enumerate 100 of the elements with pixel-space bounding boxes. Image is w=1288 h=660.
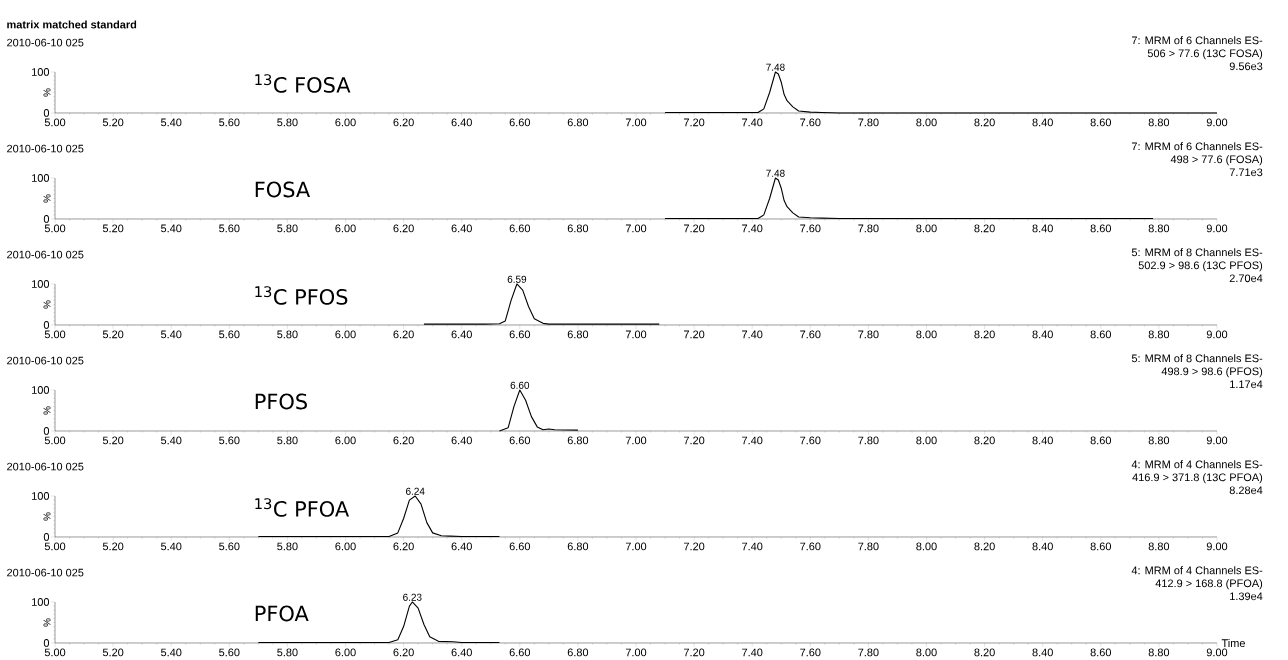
x-tick-label: 6.80 (567, 118, 589, 127)
annotation: 6.60 (510, 381, 530, 389)
text: 502.9 > 98.6 (13C PFOS) (1138, 261, 1263, 272)
x-tick-label: 5.20 (102, 436, 124, 445)
y-tick-label: 100 (32, 174, 50, 182)
chart-subtitle: 2010-06-10 025 (7, 250, 84, 259)
x-tick-label: 5.00 (44, 118, 66, 127)
x-tick-label: 6.20 (393, 542, 414, 551)
x-tick-label: 7.80 (858, 436, 879, 445)
x-tick-label: 5.20 (102, 648, 124, 657)
x-tick-label: 7.00 (625, 436, 647, 445)
y-tick-label: 0 (43, 109, 50, 117)
text: 5: MRM of 8 Channels ES- (1131, 248, 1263, 257)
x-tick-label: 8.00 (916, 224, 937, 233)
y-axis-title: % (43, 300, 51, 309)
text: 4: MRM of 4 Channels ES- (1131, 460, 1263, 469)
text: 7.71e3 (1229, 168, 1263, 177)
x-tick-label: 6.60 (509, 118, 531, 127)
x-tick-label: 7.60 (800, 648, 821, 657)
x-tick-label: 6.40 (451, 224, 472, 233)
x-tick-label: 8.60 (1090, 224, 1112, 233)
annotation: $^{13}$C FOSA (255, 74, 351, 93)
x-tick-label: 8.40 (1032, 648, 1053, 657)
x-tick-label: 8.80 (1148, 542, 1170, 551)
x-tick-label: 7.60 (800, 542, 821, 551)
x-tick-label: 6.40 (451, 118, 472, 127)
x-tick-label: 5.40 (160, 330, 182, 339)
x-tick-label: 5.60 (219, 118, 240, 127)
x-tick-label: 7.40 (742, 330, 763, 339)
x-tick-label: 8.20 (974, 436, 995, 445)
x-tick-label: 8.60 (1090, 330, 1112, 339)
x-tick-label: 5.00 (44, 542, 66, 551)
x-tick-label: 6.20 (393, 648, 414, 657)
text: 7: MRM of 6 Channels ES- (1131, 142, 1263, 151)
x-tick-label: 7.20 (683, 118, 705, 127)
x-tick-label: 5.40 (160, 542, 182, 551)
chart-subtitle: 2010-06-10 025 (7, 568, 84, 577)
annotation: 6.24 (406, 487, 425, 495)
x-tick-label: 7.00 (625, 118, 647, 127)
x-tick-label: 8.80 (1148, 118, 1170, 127)
x-tick-label: 6.00 (335, 436, 356, 445)
annotation: PFOA (255, 605, 309, 622)
x-tick-label: 6.20 (393, 330, 414, 339)
x-tick-label: 8.40 (1032, 542, 1053, 551)
x-tick-label: 7.40 (742, 224, 763, 233)
x-tick-label: 6.80 (567, 648, 589, 657)
x-tick-label: 8.20 (974, 542, 995, 551)
text: 8.28e4 (1229, 486, 1263, 495)
annotation: $^{13}$C PFOA (255, 498, 350, 517)
y-axis-title: % (43, 194, 51, 203)
annotation: 6.59 (507, 275, 527, 283)
y-tick-label: 100 (32, 68, 50, 76)
x-tick-label: 8.20 (974, 224, 995, 233)
x-tick-label: 6.00 (335, 118, 356, 127)
x-tick-label: 6.60 (509, 224, 531, 233)
x-tick-label: 5.20 (102, 224, 124, 233)
text: 2.70e4 (1229, 274, 1263, 283)
x-tick-label: 9.00 (1206, 224, 1228, 233)
x-tick-label: 6.00 (335, 648, 356, 657)
y-tick-label: 100 (32, 386, 50, 394)
annotation: 7.48 (766, 169, 785, 177)
annotation: 7.48 (766, 63, 785, 71)
x-tick-label: 7.80 (858, 118, 879, 127)
y-tick-label: 0 (43, 427, 50, 435)
x-tick-label: 7.60 (800, 330, 821, 339)
x-tick-label: 8.80 (1148, 436, 1170, 445)
x-tick-label: 6.00 (335, 330, 356, 339)
x-tick-label: 5.00 (44, 648, 66, 657)
x-tick-label: 8.00 (916, 118, 937, 127)
y-tick-label: 0 (43, 215, 50, 223)
x-tick-label: 5.80 (277, 330, 298, 339)
x-tick-label: 8.60 (1090, 436, 1112, 445)
x-tick-label: 5.80 (277, 436, 298, 445)
x-tick-label: 6.80 (567, 224, 589, 233)
text: 416.9 > 371.8 (13C PFOA) (1132, 473, 1263, 484)
x-axis-title: Time (1221, 638, 1245, 648)
x-tick-label: 7.20 (683, 542, 705, 551)
chart-title: matrix matched standard (7, 20, 137, 29)
text: 7: MRM of 6 Channels ES- (1131, 36, 1263, 45)
text: 5: MRM of 8 Channels ES- (1131, 354, 1263, 363)
x-tick-label: 8.60 (1090, 118, 1112, 127)
text: 4: MRM of 4 Channels ES- (1131, 566, 1263, 575)
x-tick-label: 5.20 (102, 118, 124, 127)
x-tick-label: 7.20 (683, 648, 705, 657)
annotation: $^{13}$C PFOS (255, 286, 348, 305)
x-tick-label: 5.40 (160, 118, 182, 127)
text: 1.39e4 (1230, 592, 1263, 601)
text: 498 > 77.6 (FOSA) (1170, 155, 1263, 166)
chart-subtitle: 2010-06-10 025 (7, 356, 84, 365)
x-tick-label: 5.80 (277, 648, 298, 657)
x-tick-label: 5.80 (277, 542, 298, 551)
x-tick-label: 7.60 (800, 436, 821, 445)
x-tick-label: 7.40 (742, 436, 763, 445)
x-tick-label: 7.80 (858, 224, 879, 233)
x-tick-label: 6.00 (335, 542, 356, 551)
y-tick-label: 0 (43, 533, 50, 541)
x-tick-label: 7.20 (683, 224, 705, 233)
x-tick-label: 5.60 (219, 330, 240, 339)
x-tick-label: 9.00 (1206, 118, 1228, 127)
x-tick-label: 5.60 (219, 648, 240, 657)
